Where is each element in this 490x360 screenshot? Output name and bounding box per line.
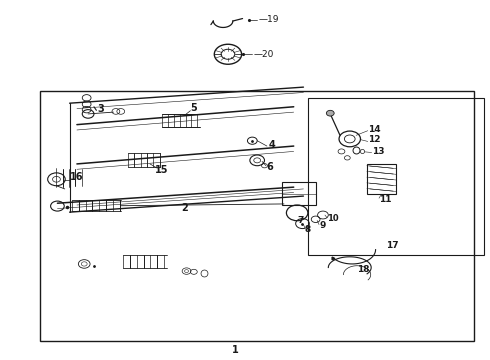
Text: 14: 14 [368, 125, 380, 134]
Circle shape [326, 111, 334, 116]
Text: 11: 11 [379, 195, 392, 204]
Text: 1: 1 [232, 345, 239, 355]
Bar [282, 182, 316, 205]
Text: 16: 16 [70, 172, 83, 183]
Bar [367, 164, 396, 194]
Text: 5: 5 [190, 103, 196, 113]
Text: 18: 18 [357, 265, 369, 274]
Text: 8: 8 [305, 225, 311, 234]
Bar [308, 98, 484, 255]
Text: 7: 7 [297, 216, 304, 225]
Text: 12: 12 [368, 135, 380, 144]
Text: 10: 10 [327, 214, 339, 223]
Text: —19: —19 [259, 15, 279, 24]
Text: 3: 3 [98, 104, 104, 114]
Text: 9: 9 [319, 221, 325, 230]
Text: 6: 6 [266, 162, 273, 172]
Text: 2: 2 [182, 203, 189, 212]
Text: —20: —20 [254, 50, 274, 59]
Text: 15: 15 [155, 165, 169, 175]
Text: 4: 4 [269, 140, 275, 150]
Text: 17: 17 [386, 240, 399, 249]
Text: 13: 13 [372, 147, 384, 156]
Bar [40, 91, 474, 341]
